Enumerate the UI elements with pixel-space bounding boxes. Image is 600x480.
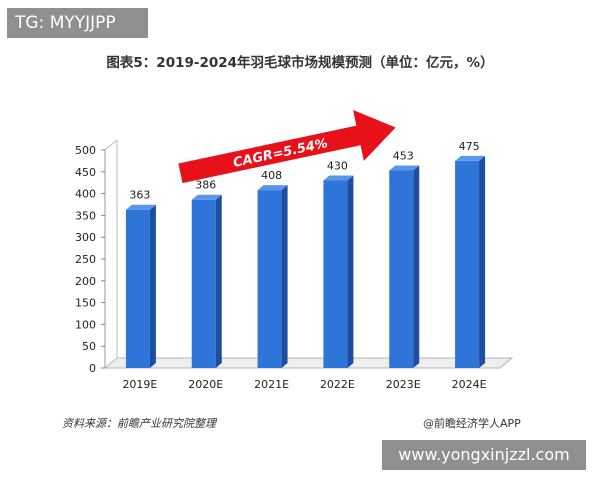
y-tick-label: 400 <box>75 188 96 201</box>
bar-side <box>281 185 288 368</box>
bar <box>125 209 150 368</box>
bar-top <box>257 185 288 191</box>
cagr-label: CAGR=5.54% <box>232 136 329 171</box>
website-watermark: www.yongxinjzzl.com <box>382 440 586 470</box>
bar-top <box>191 194 222 200</box>
bar-top <box>389 165 420 171</box>
x-tick-label: 2019E <box>122 378 157 391</box>
bar-value-label: 430 <box>327 160 348 173</box>
chart-floor <box>103 357 514 369</box>
bar-side <box>149 204 156 368</box>
bar <box>257 190 282 368</box>
source-note: 资料来源：前瞻产业研究院整理 <box>62 417 216 430</box>
y-tick-label: 100 <box>75 318 96 331</box>
bar-value-label: 408 <box>261 169 282 182</box>
x-tick-label: 2023E <box>386 378 421 391</box>
x-tick-label: 2022E <box>320 378 355 391</box>
bar-side <box>479 155 486 368</box>
brand-credit: @前瞻经济学人APP <box>423 417 521 430</box>
y-tick-label: 500 <box>75 144 96 157</box>
bar-value-label: 475 <box>459 140 480 153</box>
cagr-arrow <box>178 110 396 184</box>
y-tick-label: 350 <box>75 209 96 222</box>
bar-side <box>413 165 420 368</box>
bar-top <box>125 204 156 210</box>
bar-value-label: 453 <box>393 149 414 162</box>
x-tick-label: 2024E <box>452 378 487 391</box>
tg-badge: TG: MYYJJPP <box>7 8 148 38</box>
bar-value-label: 386 <box>195 179 216 192</box>
y-tick-label: 300 <box>75 231 96 244</box>
bar-top <box>455 155 486 161</box>
bar <box>191 199 216 368</box>
y-tick-label: 250 <box>75 253 96 266</box>
bar-side <box>347 175 354 368</box>
bar-value-label: 363 <box>129 189 150 202</box>
bar <box>323 180 348 368</box>
y-tick-label: 450 <box>75 166 96 179</box>
bar-side <box>215 194 222 368</box>
bar <box>389 170 414 368</box>
bar-top <box>323 175 354 181</box>
y-tick-label: 50 <box>82 340 96 353</box>
bar <box>455 160 480 368</box>
y-tick-label: 150 <box>75 297 96 310</box>
x-tick-label: 2020E <box>188 378 223 391</box>
y-tick-label: 200 <box>75 275 96 288</box>
y-axis-depth-line <box>104 139 118 151</box>
x-tick-label: 2021E <box>254 378 289 391</box>
y-tick-label: 0 <box>89 362 96 375</box>
chart-title: 图表5：2019-2024年羽毛球市场规模预测（单位：亿元，%） <box>106 55 494 71</box>
